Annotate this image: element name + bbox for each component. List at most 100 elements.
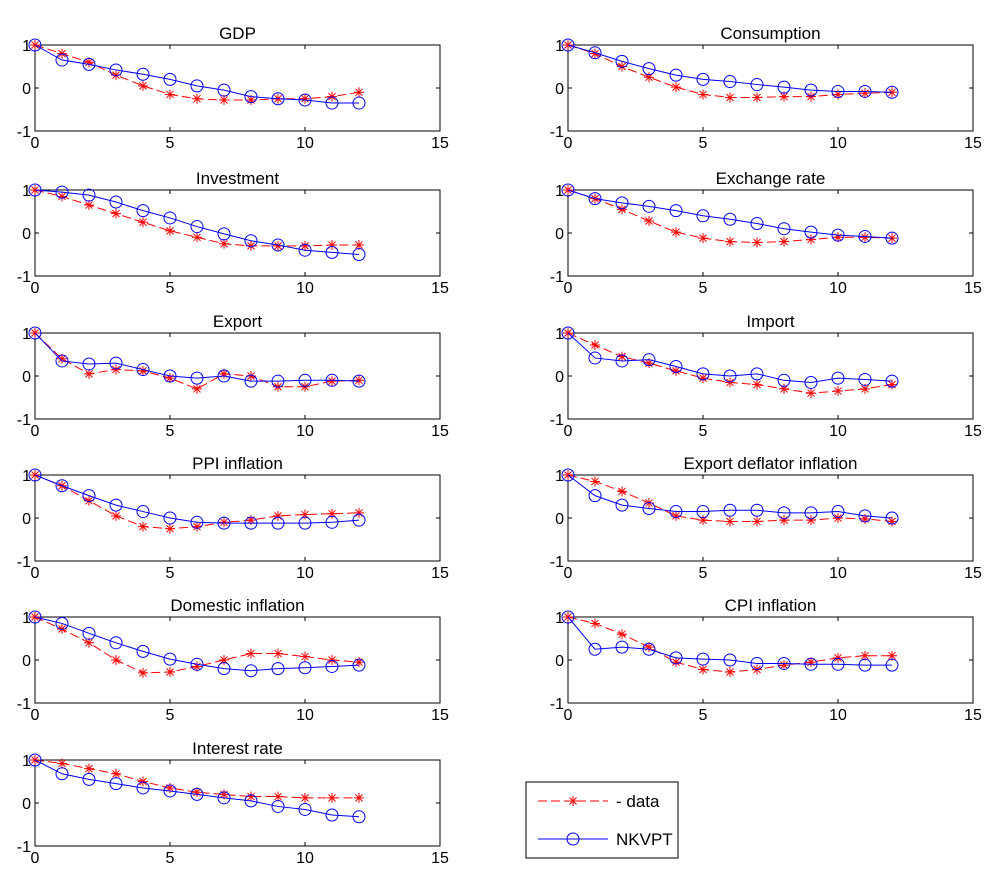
data-point-star <box>246 95 256 106</box>
data-point-circle <box>136 204 150 218</box>
data-point-star <box>887 650 897 661</box>
data-point-circle <box>244 90 258 104</box>
data-point-circle <box>109 777 123 791</box>
x-tick-label: 10 <box>829 565 847 582</box>
x-tick-label: 5 <box>166 423 175 440</box>
data-point-star <box>806 234 816 245</box>
data-point-star <box>354 507 364 518</box>
data-point-circle <box>750 656 764 670</box>
legend-star-marker <box>568 796 578 806</box>
data-point-circle <box>885 85 899 99</box>
series-line-nkvpt <box>567 616 892 666</box>
data-point-circle <box>244 374 258 388</box>
data-point-star <box>644 215 654 226</box>
series-line-nkvpt <box>567 189 893 239</box>
data-point-circle <box>217 369 231 383</box>
series-line-nkvpt <box>34 759 360 818</box>
data-point-star <box>84 200 94 211</box>
axes-domestic-inflation <box>34 616 441 704</box>
axes-exchange-rate <box>567 189 974 277</box>
data-point-circle <box>615 640 629 654</box>
data-point-star <box>806 388 816 399</box>
data-point-circle <box>858 372 872 386</box>
data-point-circle <box>55 354 69 368</box>
y-tick-label: -1 <box>550 412 564 429</box>
data-point-circle <box>750 503 764 517</box>
data-point-star <box>273 791 283 802</box>
data-point-circle <box>777 656 791 670</box>
data-point-star <box>165 225 175 236</box>
data-point-star <box>779 91 789 102</box>
data-point-star <box>590 618 600 629</box>
data-point-star <box>192 661 202 672</box>
x-tick-label: 15 <box>964 565 982 582</box>
data-point-circle <box>82 626 96 640</box>
x-tick-label: 5 <box>166 850 175 867</box>
data-point-star <box>300 509 310 520</box>
series-data <box>30 185 364 251</box>
data-point-star <box>246 648 256 659</box>
data-point-star <box>671 510 681 521</box>
y-tick-label: -1 <box>17 412 31 429</box>
data-point-circle <box>750 78 764 92</box>
data-point-circle <box>325 659 339 673</box>
data-point-circle <box>588 489 602 503</box>
data-point-star <box>273 240 283 251</box>
y-tick-label: -1 <box>17 554 31 571</box>
data-point-star <box>617 61 627 72</box>
x-tick-label: 15 <box>964 135 982 152</box>
y-tick-label: 0 <box>22 511 31 528</box>
data-point-star <box>57 353 67 364</box>
data-point-circle <box>750 367 764 381</box>
data-point-circle <box>55 53 69 67</box>
data-point-circle <box>163 784 177 798</box>
y-tick-label: 1 <box>555 38 564 55</box>
x-tick-label: 15 <box>431 280 449 297</box>
data-point-circle <box>804 375 818 389</box>
data-point-circle <box>804 83 818 97</box>
data-point-circle <box>109 498 123 512</box>
data-point-star <box>165 373 175 384</box>
data-point-star <box>219 655 229 665</box>
subplot-title: CPI inflation <box>725 596 817 615</box>
data-point-star <box>779 383 789 394</box>
data-point-star <box>833 386 843 397</box>
data-point-star <box>165 667 175 678</box>
data-point-circle <box>615 196 629 210</box>
data-point-star <box>779 515 789 526</box>
data-point-circle <box>244 794 258 808</box>
data-point-circle <box>325 808 339 822</box>
data-point-star <box>617 486 627 497</box>
y-tick-label: 1 <box>22 38 31 55</box>
x-tick-label: 15 <box>431 135 449 152</box>
axes-cpi-inflation <box>567 616 974 704</box>
data-point-circle <box>642 353 656 367</box>
x-tick-label: 10 <box>296 135 314 152</box>
x-tick-label: 0 <box>31 423 40 440</box>
data-point-star <box>698 89 708 100</box>
data-point-circle <box>190 515 204 529</box>
y-tick-label: 0 <box>555 511 564 528</box>
y-tick-label: 0 <box>22 796 31 813</box>
data-point-star <box>698 373 708 384</box>
data-point-circle <box>696 209 710 223</box>
data-point-star <box>354 375 364 386</box>
data-point-star <box>192 521 202 532</box>
data-point-circle <box>858 658 872 672</box>
data-point-circle <box>190 657 204 671</box>
x-tick-label: 15 <box>431 850 449 867</box>
data-point-circle <box>82 188 96 202</box>
data-point-circle <box>831 371 845 385</box>
series-data <box>563 40 897 103</box>
data-point-circle <box>615 354 629 368</box>
data-point-star <box>725 667 735 678</box>
data-point-circle <box>723 369 737 383</box>
data-point-circle <box>352 658 366 672</box>
data-point-circle <box>723 212 737 226</box>
data-point-circle <box>28 38 42 52</box>
data-point-star <box>860 232 870 243</box>
data-point-circle <box>642 62 656 76</box>
x-tick-label: 0 <box>564 707 573 724</box>
